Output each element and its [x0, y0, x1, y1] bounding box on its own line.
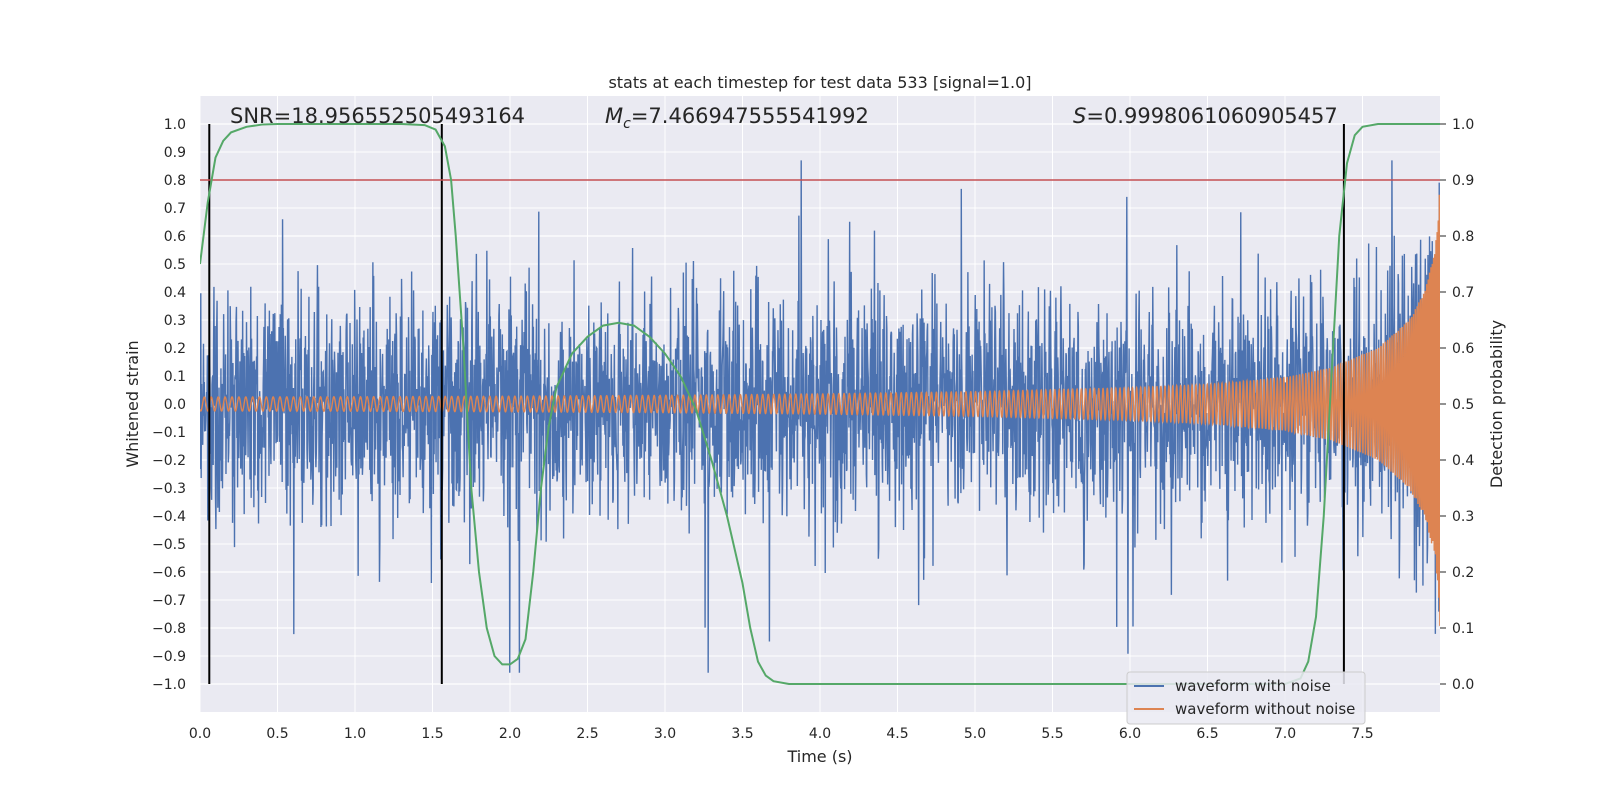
- y-tick-label: 0.2: [164, 341, 186, 357]
- y-tick-label: 0.6: [164, 229, 186, 245]
- y-right-tick-label: 0.9: [1452, 173, 1474, 189]
- series-waveform-with-noise: [200, 160, 1440, 673]
- y-right-tick-label: 0.7: [1452, 285, 1474, 301]
- y-tick-label: −0.9: [152, 649, 186, 665]
- y-right-tick-label: 0.4: [1452, 453, 1474, 469]
- y-tick-label: −0.5: [152, 537, 186, 553]
- legend-label-noisy: waveform with noise: [1175, 677, 1331, 695]
- x-tick-label: 0.0: [189, 726, 211, 742]
- y-tick-label: 0.3: [164, 313, 186, 329]
- y-right-tick-label: 0.3: [1452, 509, 1474, 525]
- x-tick-label: 5.5: [1041, 726, 1063, 742]
- y-right-tick-label: 0.5: [1452, 397, 1474, 413]
- y-axis-label: Whitened strain: [123, 340, 142, 467]
- legend-box: [1126, 671, 1366, 725]
- x-tick-label: 2.5: [576, 726, 598, 742]
- legend: waveform with noise waveform without noi…: [1126, 671, 1366, 725]
- detection-vertical-lines: [208, 124, 1345, 684]
- x-tick-label: 3.0: [654, 726, 676, 742]
- chart-title: stats at each timestep for test data 533…: [608, 73, 1031, 92]
- y-tick-label: 0.7: [164, 201, 186, 217]
- noisy-waveform-line: [200, 160, 1440, 673]
- y-tick-label: −1.0: [152, 677, 186, 693]
- y-right-tick-label: 1.0: [1452, 117, 1474, 133]
- legend-label-clean: waveform without noise: [1175, 700, 1355, 718]
- series-waveform-without-noise: [200, 194, 1440, 626]
- x-axis-label: Time (s): [786, 747, 852, 766]
- x-tick-label: 6.0: [1119, 726, 1141, 742]
- y-tick-label: −0.8: [152, 621, 186, 637]
- chirp-mass-value: =7.466947555541992: [631, 104, 869, 128]
- clean-waveform-line: [200, 194, 1440, 626]
- score-symbol: S: [1073, 104, 1086, 128]
- x-tick-label: 3.5: [731, 726, 753, 742]
- y-tick-label: −0.7: [152, 593, 186, 609]
- y-right-axis-ticks: 0.0 0.1 0.2 0.3 0.4 0.5 0.6 0.7 0.8 0.9 1.0: [1440, 117, 1474, 693]
- chirp-mass-subscript: c: [623, 116, 631, 132]
- x-tick-label: 1.0: [344, 726, 366, 742]
- y-axis-ticks: −1.0 −0.9 −0.8 −0.7 −0.6 −0.5 −0.4 −0.3 −0.2 −0.1…: [152, 117, 186, 693]
- x-tick-label: 2.0: [499, 726, 521, 742]
- y-tick-label: 0.8: [164, 173, 186, 189]
- y-right-tick-label: 0.0: [1452, 677, 1474, 693]
- x-tick-label: 5.0: [964, 726, 986, 742]
- y-right-tick-label: 0.8: [1452, 229, 1474, 245]
- score-value: =0.9998061060905457: [1086, 104, 1337, 128]
- y-tick-label: 0.0: [164, 397, 186, 413]
- y-right-axis-label: Detection probability: [1487, 320, 1506, 488]
- x-tick-label: 7.5: [1351, 726, 1373, 742]
- y-tick-label: 0.1: [164, 369, 186, 385]
- y-tick-label: −0.2: [152, 453, 186, 469]
- x-tick-label: 4.0: [809, 726, 831, 742]
- x-tick-label: 1.5: [421, 726, 443, 742]
- score-annotation: S=0.9998061060905457: [1073, 104, 1338, 128]
- chirp-mass-annotation: Mc=7.466947555541992: [605, 104, 869, 132]
- y-tick-label: 0.9: [164, 145, 186, 161]
- x-tick-label: 4.5: [886, 726, 908, 742]
- y-tick-label: −0.6: [152, 565, 186, 581]
- x-tick-label: 6.5: [1196, 726, 1218, 742]
- x-tick-label: 7.0: [1274, 726, 1296, 742]
- y-tick-label: 1.0: [164, 117, 186, 133]
- y-right-tick-label: 0.2: [1452, 565, 1474, 581]
- y-tick-label: −0.3: [152, 481, 186, 497]
- y-tick-label: 0.5: [164, 257, 186, 273]
- x-tick-label: 0.5: [266, 726, 288, 742]
- y-right-tick-label: 0.1: [1452, 621, 1474, 637]
- y-right-tick-label: 0.6: [1452, 341, 1474, 357]
- y-tick-label: −0.1: [152, 425, 186, 441]
- x-axis-ticks: 0.0 0.5 1.0 1.5 2.0 2.5 3.0 3.5 4.0 4.5 5.0 5.5 6.0 6…: [189, 726, 1374, 742]
- y-tick-label: −0.4: [152, 509, 186, 525]
- chirp-mass-symbol: M: [605, 104, 623, 128]
- snr-annotation: SNR=18.956552505493164: [230, 104, 525, 128]
- y-tick-label: 0.4: [164, 285, 186, 301]
